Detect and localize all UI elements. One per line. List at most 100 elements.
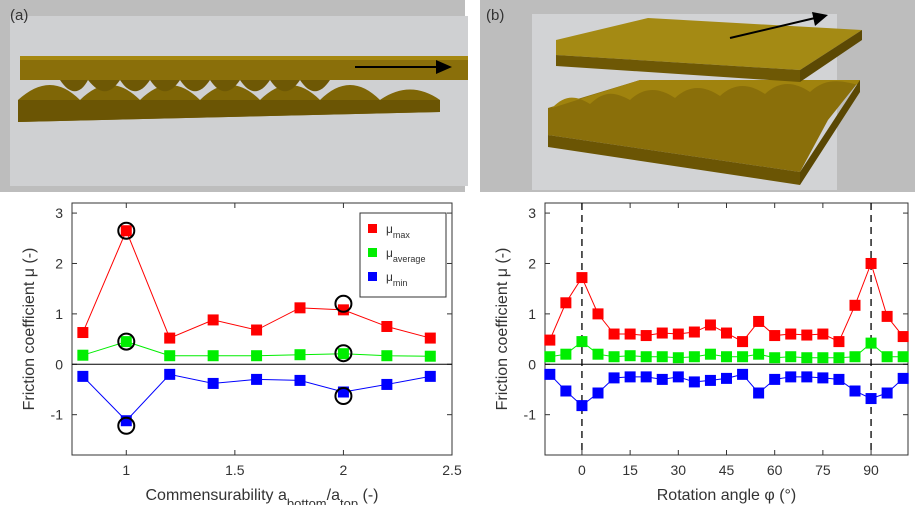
marker <box>424 332 436 344</box>
marker <box>833 336 845 348</box>
marker <box>721 327 732 339</box>
marker <box>120 415 132 427</box>
marker <box>251 350 263 362</box>
y-tick-label: -1 <box>51 407 64 423</box>
marker <box>77 370 89 382</box>
marker <box>688 351 700 363</box>
marker <box>424 350 436 362</box>
marker <box>576 400 588 412</box>
marker <box>672 371 684 383</box>
marker <box>77 327 89 339</box>
marker <box>624 328 636 340</box>
marker <box>337 386 349 398</box>
marker <box>656 327 668 339</box>
marker <box>865 393 877 405</box>
marker <box>120 225 132 237</box>
marker <box>337 304 349 316</box>
marker <box>656 373 668 385</box>
marker <box>640 351 652 363</box>
marker <box>688 326 700 338</box>
y-tick-label: 3 <box>55 205 63 221</box>
x-tick-label: 0 <box>578 462 586 478</box>
marker <box>801 352 813 364</box>
marker <box>576 336 588 348</box>
marker <box>164 332 176 344</box>
chart: -1 0 1 2 3 1 1.5 2 2.5 Friction coefficient μ (-)… <box>21 202 462 510</box>
arrow <box>729 17 816 39</box>
top-plate <box>20 58 468 80</box>
marker <box>592 308 604 320</box>
marker <box>817 328 829 340</box>
legend-name: μ <box>386 246 393 260</box>
marker <box>801 371 813 383</box>
render-b: (b) <box>480 0 915 192</box>
y-tick-label: 2 <box>55 255 63 271</box>
marker <box>120 336 132 348</box>
highlight-circle <box>117 416 136 435</box>
marker <box>785 328 797 340</box>
y-axis-label: Friction coefficient μ (-) <box>21 248 38 411</box>
y-tick-label: 0 <box>55 356 63 372</box>
y-axis-label: Friction coefficient μ (-) <box>494 248 511 411</box>
highlight-circle <box>334 294 353 313</box>
marker <box>737 368 749 380</box>
x-tick-label: 90 <box>863 462 879 478</box>
marker <box>753 348 765 360</box>
marker <box>608 372 620 384</box>
bottom-plate <box>548 80 860 172</box>
marker <box>769 352 781 364</box>
marker <box>881 310 893 322</box>
legend-name: μ <box>386 222 393 236</box>
x-axis-label-part: (-) <box>358 487 378 504</box>
legend-subscript: max <box>393 230 411 240</box>
marker <box>753 387 765 399</box>
marker <box>833 352 845 364</box>
top-plate-side <box>556 55 800 82</box>
bottom-plate-side <box>548 135 800 185</box>
marker <box>381 320 393 332</box>
x-axis-label-part: /a <box>327 487 340 504</box>
x-axis-label: Commensurability abottom/atop (-) <box>146 487 379 505</box>
marker <box>381 350 393 362</box>
marker <box>769 373 781 385</box>
x-tick-label: 75 <box>815 462 831 478</box>
marker <box>817 352 829 364</box>
arrow-head <box>436 60 452 74</box>
marker <box>560 297 572 309</box>
panel-label: (b) <box>486 7 504 24</box>
marker <box>881 387 893 399</box>
marker <box>381 378 393 390</box>
marker <box>251 373 263 385</box>
legend-marker <box>368 224 377 233</box>
marker <box>672 352 684 364</box>
marker <box>207 377 219 389</box>
marker <box>865 257 877 269</box>
marker <box>294 349 306 361</box>
marker <box>897 331 909 343</box>
marker <box>560 348 572 360</box>
marker <box>849 385 861 397</box>
y-tick-label: -1 <box>524 407 537 423</box>
panel-label: (a) <box>10 7 28 24</box>
marker <box>656 351 668 363</box>
top-plate-edge <box>20 56 468 60</box>
marker <box>294 302 306 314</box>
marker <box>624 371 636 383</box>
marker <box>721 351 732 363</box>
x-tick-label: 2 <box>340 462 348 478</box>
marker <box>753 315 765 327</box>
legend-subscript: min <box>393 278 408 288</box>
marker <box>592 348 604 360</box>
bumps <box>552 80 860 108</box>
marker <box>785 351 797 363</box>
marker <box>608 328 620 340</box>
legend-marker <box>368 248 377 257</box>
x-axis-label: Rotation angle φ (°) <box>657 487 797 504</box>
highlight-circle <box>334 344 353 363</box>
marker <box>704 319 716 331</box>
marker <box>704 348 716 360</box>
marker <box>164 368 176 380</box>
